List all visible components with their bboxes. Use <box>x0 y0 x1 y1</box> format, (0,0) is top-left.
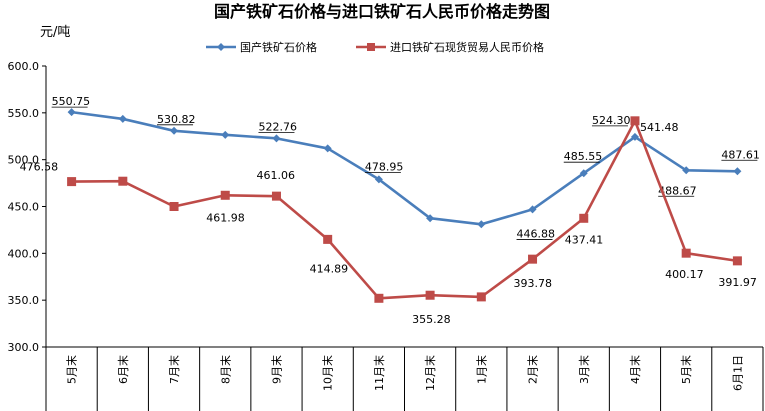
data-point <box>169 202 179 211</box>
y-tick-label: 500.0 <box>8 154 40 167</box>
legend-label-import: 进口铁矿石现货贸易人民币价格 <box>390 40 544 54</box>
data-point <box>426 214 435 223</box>
data-point <box>733 167 742 176</box>
legend-marker-domestic <box>217 43 225 51</box>
data-label: 522.76 <box>258 120 297 133</box>
data-point <box>323 144 332 153</box>
data-point <box>579 169 588 178</box>
x-tick-label: 3月末 <box>577 355 591 384</box>
data-point <box>681 248 691 258</box>
data-point <box>630 116 640 126</box>
data-point <box>67 108 76 117</box>
data-label: 524.30 <box>592 114 631 127</box>
data-point <box>323 234 333 244</box>
data-point <box>170 126 179 135</box>
data-point <box>477 220 486 229</box>
data-label: 478.95 <box>365 160 404 173</box>
data-point <box>221 130 230 139</box>
y-tick-label: 450.0 <box>8 201 40 214</box>
series-line <box>71 110 738 226</box>
data-label: 476.58 <box>20 161 59 174</box>
data-label: 461.06 <box>256 169 295 182</box>
legend-item-domestic: 国产铁矿石价格 <box>206 40 317 54</box>
plot-area: 300.0 350.0 400.0 450.0 500.0 550.0 600.0 5月末 6月… <box>8 60 764 411</box>
data-point <box>476 292 486 302</box>
data-point <box>528 254 538 264</box>
x-tick-label: 8月末 <box>218 355 232 384</box>
legend-marker-import <box>367 43 375 51</box>
x-tick-label: 6月1日 <box>731 355 744 391</box>
data-point <box>118 176 128 186</box>
y-tick-label: 350.0 <box>8 294 40 307</box>
legend: 国产铁矿石价格 进口铁矿石现货贸易人民币价格 <box>206 40 544 54</box>
data-label: 355.28 <box>412 313 451 326</box>
x-tick-label: 6月末 <box>116 355 130 384</box>
x-tick-label: 7月末 <box>167 355 181 384</box>
data-point <box>425 290 435 300</box>
data-point <box>374 175 383 184</box>
data-point <box>220 190 230 200</box>
x-tick-label: 9月末 <box>269 355 283 384</box>
data-label: 400.17 <box>665 268 704 281</box>
data-label: 530.82 <box>157 113 196 126</box>
data-point <box>271 191 281 201</box>
series-line <box>71 119 738 300</box>
y-tick-label: 600.0 <box>8 60 40 73</box>
x-tick-label: 5月末 <box>65 355 79 384</box>
data-label: 446.88 <box>517 227 556 240</box>
x-tick-label: 5月末 <box>679 355 693 384</box>
data-label: 487.61 <box>721 148 760 161</box>
legend-label-domestic: 国产铁矿石价格 <box>240 40 317 54</box>
chart-title: 国产铁矿石价格与进口铁矿石人民币价格走势图 <box>214 2 550 21</box>
data-label: 485.55 <box>564 150 603 163</box>
x-tick-label: 11月末 <box>372 355 386 391</box>
x-tick-label: 2月末 <box>526 355 540 384</box>
y-tick-label: 300.0 <box>8 341 40 354</box>
data-label: 541.48 <box>640 121 679 134</box>
data-label: 488.67 <box>658 184 697 197</box>
y-tick-label: 550.0 <box>8 107 40 120</box>
x-tick-label: 12月末 <box>423 355 437 391</box>
data-point <box>118 114 127 123</box>
data-point <box>67 177 77 187</box>
data-point <box>579 213 589 223</box>
data-point <box>732 256 742 266</box>
data-label: 550.75 <box>52 95 91 108</box>
x-tick-label: 1月末 <box>474 355 488 384</box>
x-tick-label: 10月末 <box>321 355 335 391</box>
data-point <box>374 293 384 303</box>
data-label: 393.78 <box>514 277 553 290</box>
data-label: 461.98 <box>206 211 245 224</box>
data-point <box>682 166 691 175</box>
legend-item-import: 进口铁矿石现货贸易人民币价格 <box>356 40 544 54</box>
data-point <box>272 134 281 143</box>
data-point <box>528 205 537 214</box>
data-label: 391.97 <box>718 276 757 289</box>
data-label: 437.41 <box>565 233 604 246</box>
data-label: 414.89 <box>310 262 349 275</box>
y-axis-label: 元/吨 <box>40 25 70 40</box>
data-point <box>630 132 639 141</box>
y-tick-label: 400.0 <box>8 247 40 260</box>
x-tick-label: 4月末 <box>628 355 642 384</box>
